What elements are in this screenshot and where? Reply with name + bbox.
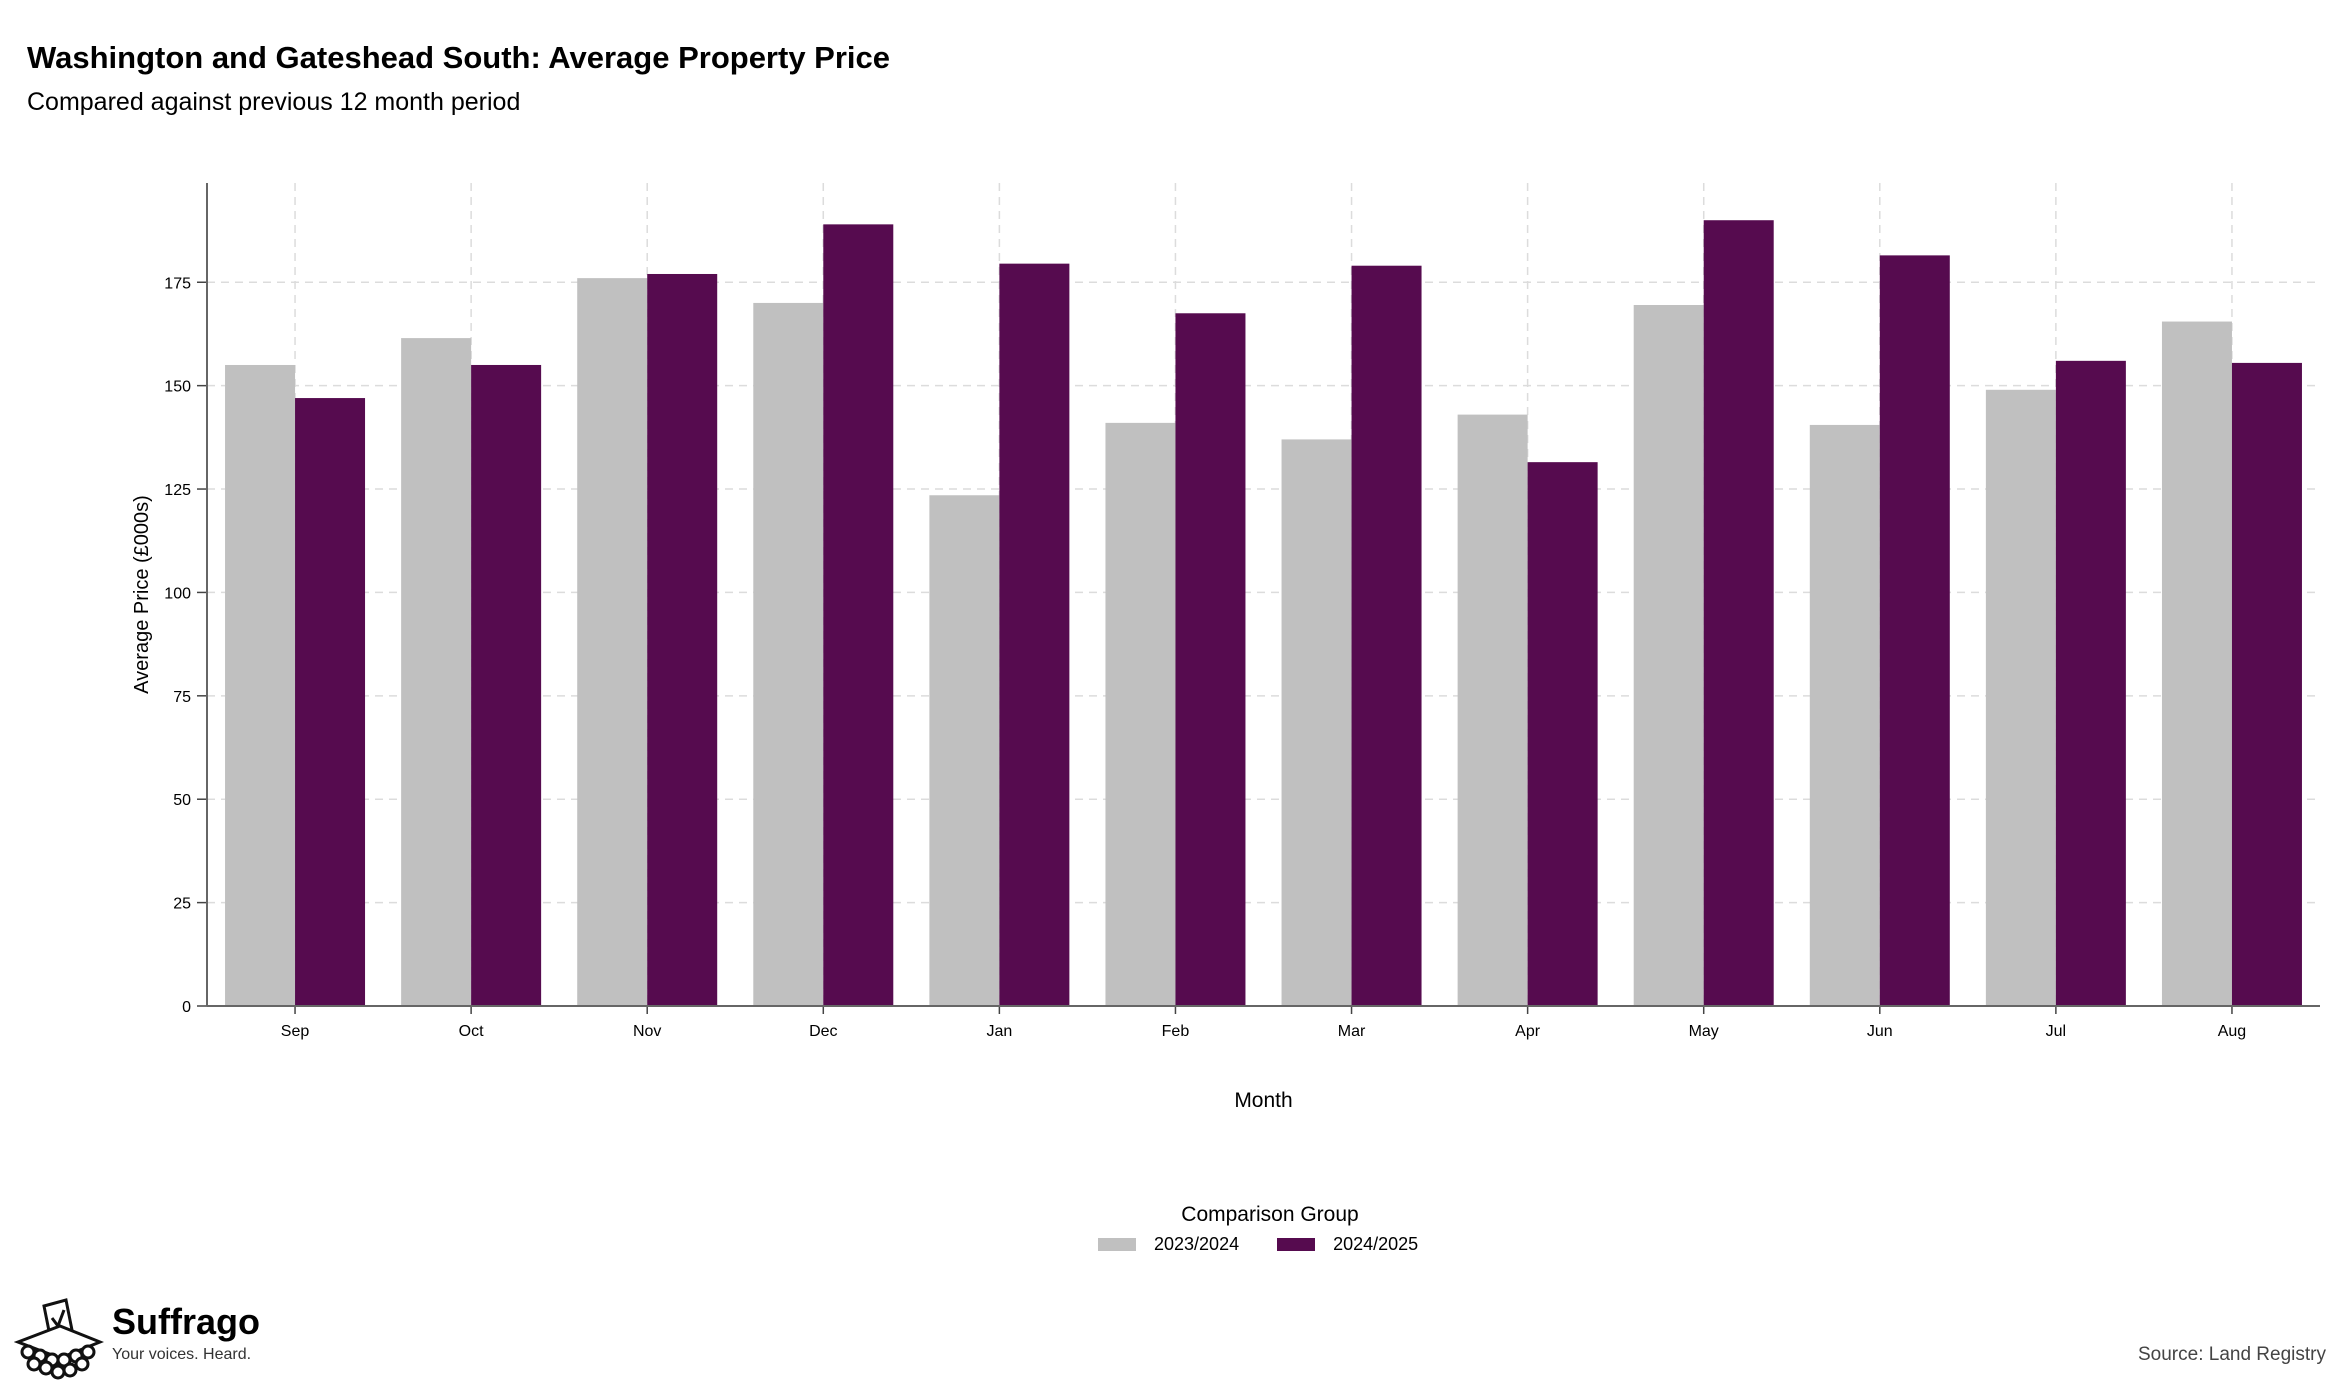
legend-label: 2024/2025 [1333, 1234, 1419, 1254]
legend: 2023/2024 2024/2025 [1098, 1234, 1456, 1255]
legend-item-2023-2024: 2023/2024 [1098, 1234, 1239, 1255]
x-tick-label: Mar [1338, 1023, 1366, 1040]
bar-2024-2025-apr [1527, 462, 1598, 1006]
bar-2024-2025-may [1703, 220, 1774, 1007]
bar-2023-2024-dec [753, 302, 824, 1006]
bars [225, 220, 2302, 1007]
legend-label: 2023/2024 [1154, 1234, 1240, 1254]
legend-title: Comparison Group [1181, 1203, 1359, 1226]
bar-2024-2025-aug [2231, 362, 2302, 1007]
bar-2023-2024-oct [401, 338, 472, 1006]
bar-2024-2025-feb [1175, 313, 1246, 1006]
x-tick-label: Jul [2046, 1023, 2066, 1040]
bar-2023-2024-jun [1809, 424, 1880, 1006]
axis-labels: 0 25 50 75 100 125 150 175 Sep Oct Nov Dec Jan Feb Mar… [131, 275, 2246, 1112]
x-axis-title: Month [1234, 1089, 1292, 1112]
x-tick-label: Jun [1867, 1023, 1893, 1040]
bar-chart: 0 25 50 75 100 125 150 175 Sep Oct Nov Dec Jan Feb Mar… [131, 183, 2320, 1112]
x-tick-label: Oct [459, 1023, 484, 1040]
chart-title: Washington and Gateshead South: Average … [27, 40, 891, 75]
y-tick-label: 100 [164, 585, 191, 602]
y-axis-title: Average Price (£000s) [131, 495, 153, 694]
x-tick-label: Jan [986, 1023, 1012, 1040]
x-tick-label: Feb [1162, 1023, 1190, 1040]
x-tick-label: Nov [633, 1023, 661, 1040]
bar-2024-2025-jun [1879, 255, 1950, 1006]
chart-subtitle: Compared against previous 12 month perio… [27, 88, 521, 116]
y-tick-label: 50 [173, 792, 191, 809]
bar-2023-2024-jul [1985, 389, 2056, 1006]
legend-swatch-2024-2025 [1277, 1238, 1316, 1251]
x-tick-label: Aug [2218, 1023, 2246, 1040]
bar-2024-2025-mar [1351, 265, 1422, 1006]
bar-2024-2025-jul [2055, 360, 2126, 1006]
bar-2024-2025-sep [295, 398, 366, 1006]
brand-logo: Suffrago Your voices. Heard. [14, 1296, 260, 1380]
bar-2023-2024-mar [1281, 439, 1352, 1006]
bar-2024-2025-dec [823, 224, 894, 1006]
bar-2023-2024-apr [1457, 414, 1528, 1006]
source-note: Source: Land Registry [2138, 1344, 2326, 1365]
bar-2023-2024-sep [225, 364, 296, 1006]
y-tick-label: 175 [164, 275, 191, 292]
bar-2023-2024-jan [929, 495, 1000, 1006]
brand-name: Suffrago [112, 1301, 260, 1342]
bar-2024-2025-jan [999, 263, 1070, 1006]
bar-2023-2024-feb [1105, 422, 1176, 1006]
x-tick-label: May [1689, 1023, 1719, 1040]
legend-swatch-2023-2024 [1098, 1238, 1136, 1251]
legend-item-2024-2025: 2024/2025 [1277, 1234, 1418, 1255]
x-tick-label: Dec [809, 1023, 837, 1040]
bar-2024-2025-nov [647, 273, 718, 1006]
brand-tagline: Your voices. Heard. [112, 1346, 252, 1363]
x-tick-label: Sep [281, 1023, 310, 1040]
x-tick-label: Apr [1515, 1023, 1541, 1040]
bar-2023-2024-aug [2161, 321, 2232, 1006]
bar-2024-2025-oct [471, 364, 542, 1006]
bar-2023-2024-nov [577, 278, 648, 1006]
y-tick-label: 150 [164, 379, 191, 396]
bar-2023-2024-may [1633, 305, 1704, 1006]
y-tick-label: 125 [164, 482, 191, 499]
y-tick-label: 0 [182, 999, 191, 1016]
y-tick-label: 75 [173, 689, 191, 706]
ballot-box-icon [14, 1298, 104, 1380]
axes [197, 183, 2320, 1014]
y-tick-label: 25 [173, 896, 191, 913]
